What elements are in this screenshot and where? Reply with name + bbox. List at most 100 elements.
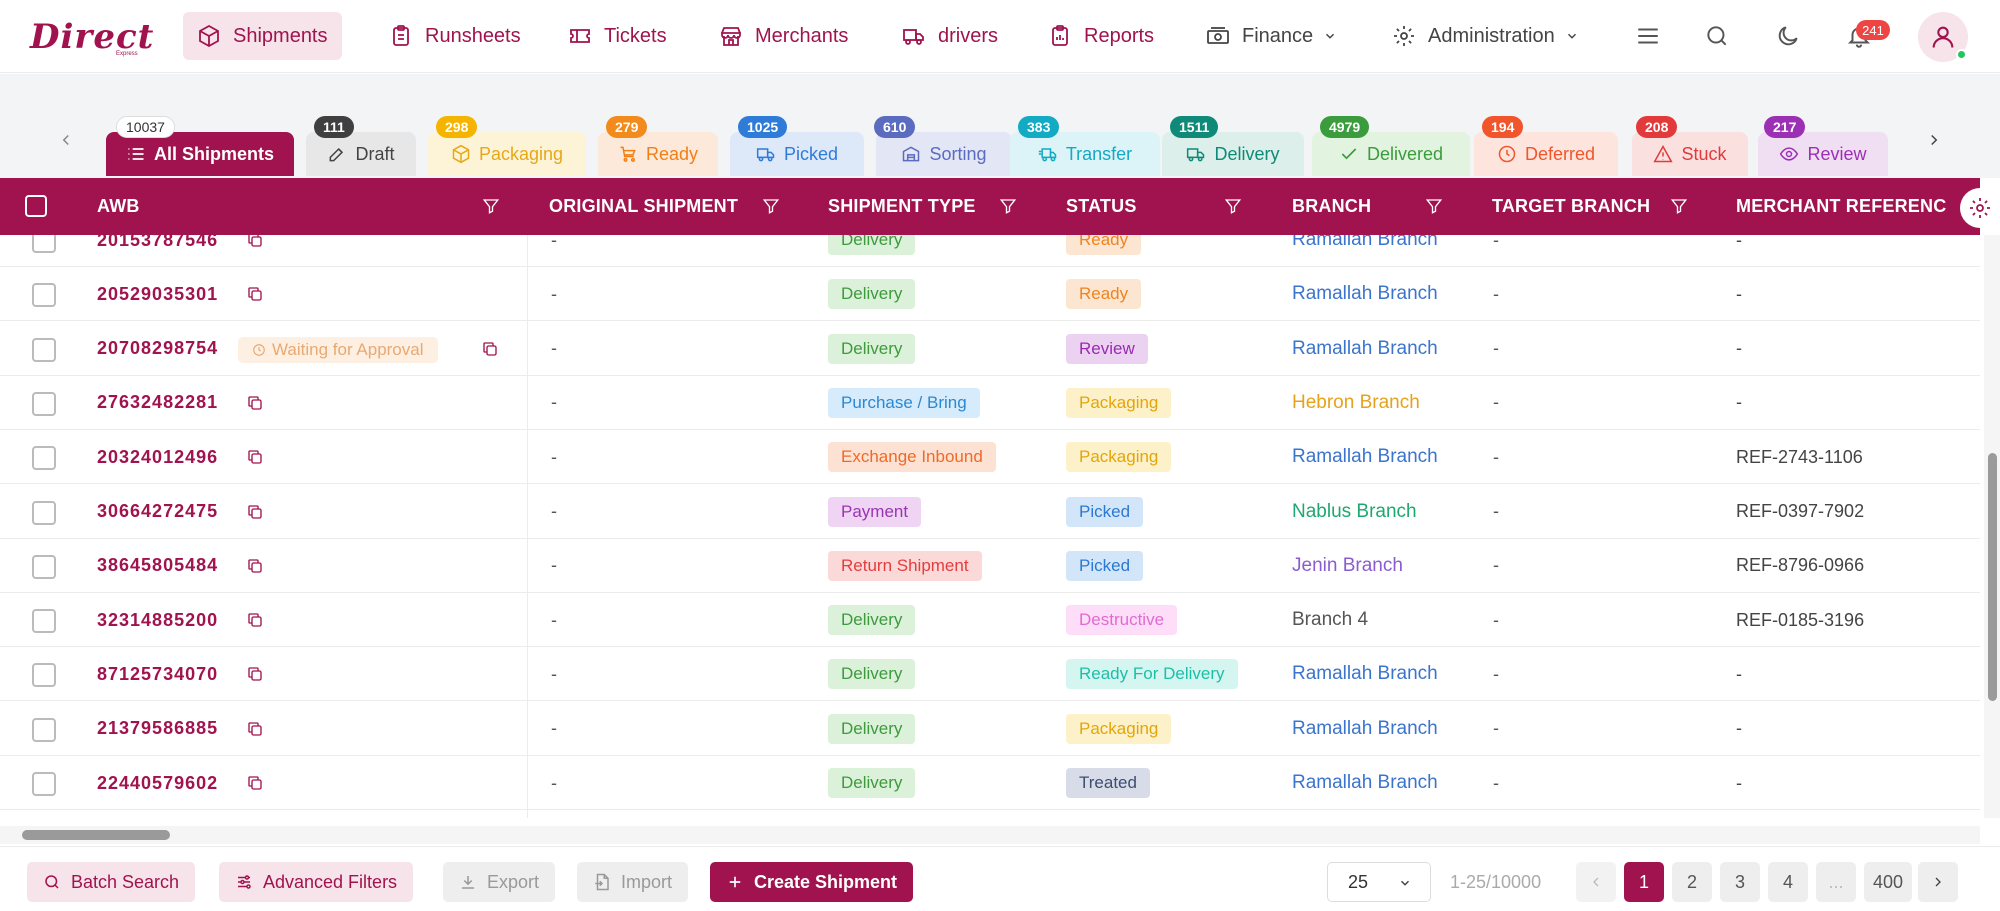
page-size-select[interactable]: 25 — [1327, 862, 1431, 902]
row-checkbox[interactable] — [32, 446, 56, 471]
copy-icon[interactable] — [246, 774, 264, 792]
table-row[interactable]: 20153787546 - Delivery Ready Ramallah Branch… — [0, 235, 1980, 267]
tab-deferred[interactable]: Deferred — [1474, 132, 1618, 176]
copy-icon[interactable] — [246, 611, 264, 629]
row-checkbox[interactable] — [32, 283, 56, 308]
tabs-scroll-right[interactable] — [1920, 126, 1948, 154]
awb-link[interactable]: 27632482281 — [97, 392, 219, 413]
tab-sorting[interactable]: Sorting — [876, 132, 1012, 176]
horizontal-scroll-thumb[interactable] — [22, 830, 170, 840]
awb-link[interactable]: 22440579602 — [97, 772, 219, 793]
awb-link[interactable]: 30664272475 — [97, 501, 219, 521]
awb-link[interactable]: 20153787546 — [97, 235, 219, 250]
row-checkbox[interactable] — [32, 609, 56, 634]
copy-icon[interactable] — [246, 665, 264, 683]
table-row[interactable]: 87125734070 - Delivery Ready For Delivery Ra… — [0, 647, 1980, 702]
horizontal-scrollbar[interactable] — [0, 826, 1980, 844]
tab-review[interactable]: Review — [1758, 132, 1888, 176]
next-page-button[interactable] — [1918, 862, 1958, 902]
row-checkbox[interactable] — [32, 554, 56, 579]
tab-draft[interactable]: Draft — [306, 132, 416, 176]
brand-logo[interactable]: Direct Express — [30, 14, 154, 60]
col-header-branch[interactable]: BRANCH — [1292, 196, 1372, 216]
column-settings-button[interactable] — [1960, 188, 2000, 228]
page-button-2[interactable]: 2 — [1672, 862, 1712, 902]
copy-icon[interactable] — [481, 340, 499, 358]
col-header-status[interactable]: STATUS — [1066, 196, 1137, 216]
table-row[interactable]: 38645805484 - Return Shipment Picked Jenin B… — [0, 539, 1980, 593]
tab-all-shipments[interactable]: All Shipments — [106, 132, 294, 176]
nav-shipments[interactable]: Shipments — [183, 12, 342, 60]
row-checkbox[interactable] — [32, 663, 56, 688]
copy-icon[interactable] — [246, 235, 264, 249]
nav-finance[interactable]: Finance — [1192, 12, 1351, 60]
row-checkbox[interactable] — [32, 391, 56, 416]
filter-icon[interactable] — [1425, 197, 1443, 215]
select-all-checkbox[interactable] — [25, 195, 47, 217]
row-checkbox[interactable] — [32, 500, 56, 525]
row-checkbox[interactable] — [32, 717, 56, 742]
table-row[interactable]: 27632482281 - Purchase / Bring Packaging Heb… — [0, 376, 1980, 430]
col-header-target-branch[interactable]: TARGET BRANCH — [1492, 196, 1651, 216]
create-shipment-button[interactable]: Create Shipment — [710, 862, 914, 902]
tab-delivery[interactable]: Delivery — [1162, 132, 1304, 176]
nav-administration[interactable]: Administration — [1378, 12, 1593, 60]
tab-picked[interactable]: Picked — [730, 132, 864, 176]
table-row[interactable]: 20708298754 Waiting for Approval - Delivery… — [0, 322, 1980, 376]
table-row[interactable]: 21379586885 - Delivery Packaging Ramallah Br… — [0, 702, 1980, 756]
menu-button[interactable] — [1632, 20, 1664, 52]
copy-icon[interactable] — [246, 503, 264, 521]
import-button[interactable]: Import — [577, 862, 689, 902]
copy-icon[interactable] — [246, 557, 264, 575]
prev-page-button[interactable] — [1576, 862, 1616, 902]
tab-transfer[interactable]: Transfer — [1010, 132, 1160, 176]
batch-search-button[interactable]: Batch Search — [27, 862, 196, 902]
col-header-merchant-reference[interactable]: MERCHANT REFERENC — [1736, 196, 1947, 216]
copy-icon[interactable] — [246, 720, 264, 738]
awb-link[interactable]: 20529035301 — [97, 283, 219, 304]
copy-icon[interactable] — [246, 285, 264, 303]
vertical-scroll-thumb[interactable] — [1988, 453, 1997, 701]
nav-runsheets[interactable]: Runsheets — [375, 12, 535, 60]
filter-icon[interactable] — [1670, 197, 1688, 215]
nav-tickets[interactable]: Tickets — [554, 12, 681, 60]
table-row[interactable]: 20529035301 - Delivery Ready Ramallah Branch… — [0, 267, 1980, 322]
export-button[interactable]: Export — [443, 862, 556, 902]
table-row[interactable]: 30664272475 - Payment Picked Nablus Branch - R… — [0, 485, 1980, 539]
theme-toggle[interactable] — [1772, 20, 1804, 52]
page-button-last[interactable]: 400 — [1864, 862, 1912, 902]
advanced-filters-button[interactable]: Advanced Filters — [219, 862, 414, 902]
vertical-scrollbar[interactable] — [1984, 235, 2000, 818]
awb-link[interactable]: 21379586885 — [97, 718, 219, 739]
awb-link[interactable]: 38645805484 — [97, 555, 219, 576]
filter-icon[interactable] — [1224, 197, 1242, 215]
nav-drivers[interactable]: drivers — [888, 12, 1012, 60]
tab-ready[interactable]: Ready — [598, 132, 718, 176]
awb-link[interactable]: 32314885200 — [97, 609, 219, 630]
awb-link[interactable]: 20708298754 — [97, 338, 219, 359]
nav-reports[interactable]: Reports — [1034, 12, 1168, 60]
tabs-scroll-left[interactable] — [52, 126, 80, 154]
col-header-awb[interactable]: AWB — [97, 196, 140, 216]
row-checkbox[interactable] — [32, 235, 56, 253]
page-button-4[interactable]: 4 — [1768, 862, 1808, 902]
tab-stuck[interactable]: Stuck — [1632, 132, 1748, 176]
filter-icon[interactable] — [482, 197, 500, 215]
search-button[interactable] — [1701, 20, 1733, 52]
tab-delivered[interactable]: Delivered — [1312, 132, 1470, 176]
page-button-3[interactable]: 3 — [1720, 862, 1760, 902]
awb-link[interactable]: 87125734070 — [97, 663, 219, 684]
tab-packaging[interactable]: Packaging — [428, 132, 586, 176]
copy-icon[interactable] — [246, 394, 264, 412]
awb-link[interactable]: 20324012496 — [97, 446, 219, 467]
table-row[interactable]: 22440579602 - Delivery Treated Ramallah Bran… — [0, 756, 1980, 810]
nav-merchants[interactable]: Merchants — [705, 12, 862, 60]
copy-icon[interactable] — [246, 448, 264, 466]
filter-icon[interactable] — [999, 197, 1017, 215]
page-button-1[interactable]: 1 — [1624, 862, 1664, 902]
col-header-shipment-type[interactable]: SHIPMENT TYPE — [828, 196, 976, 216]
table-row[interactable]: 32314885200 - Delivery Destructive Branch 4 -… — [0, 593, 1980, 648]
row-checkbox[interactable] — [32, 772, 56, 796]
filter-icon[interactable] — [762, 197, 780, 215]
col-header-original-shipment[interactable]: ORIGINAL SHIPMENT — [549, 196, 739, 216]
